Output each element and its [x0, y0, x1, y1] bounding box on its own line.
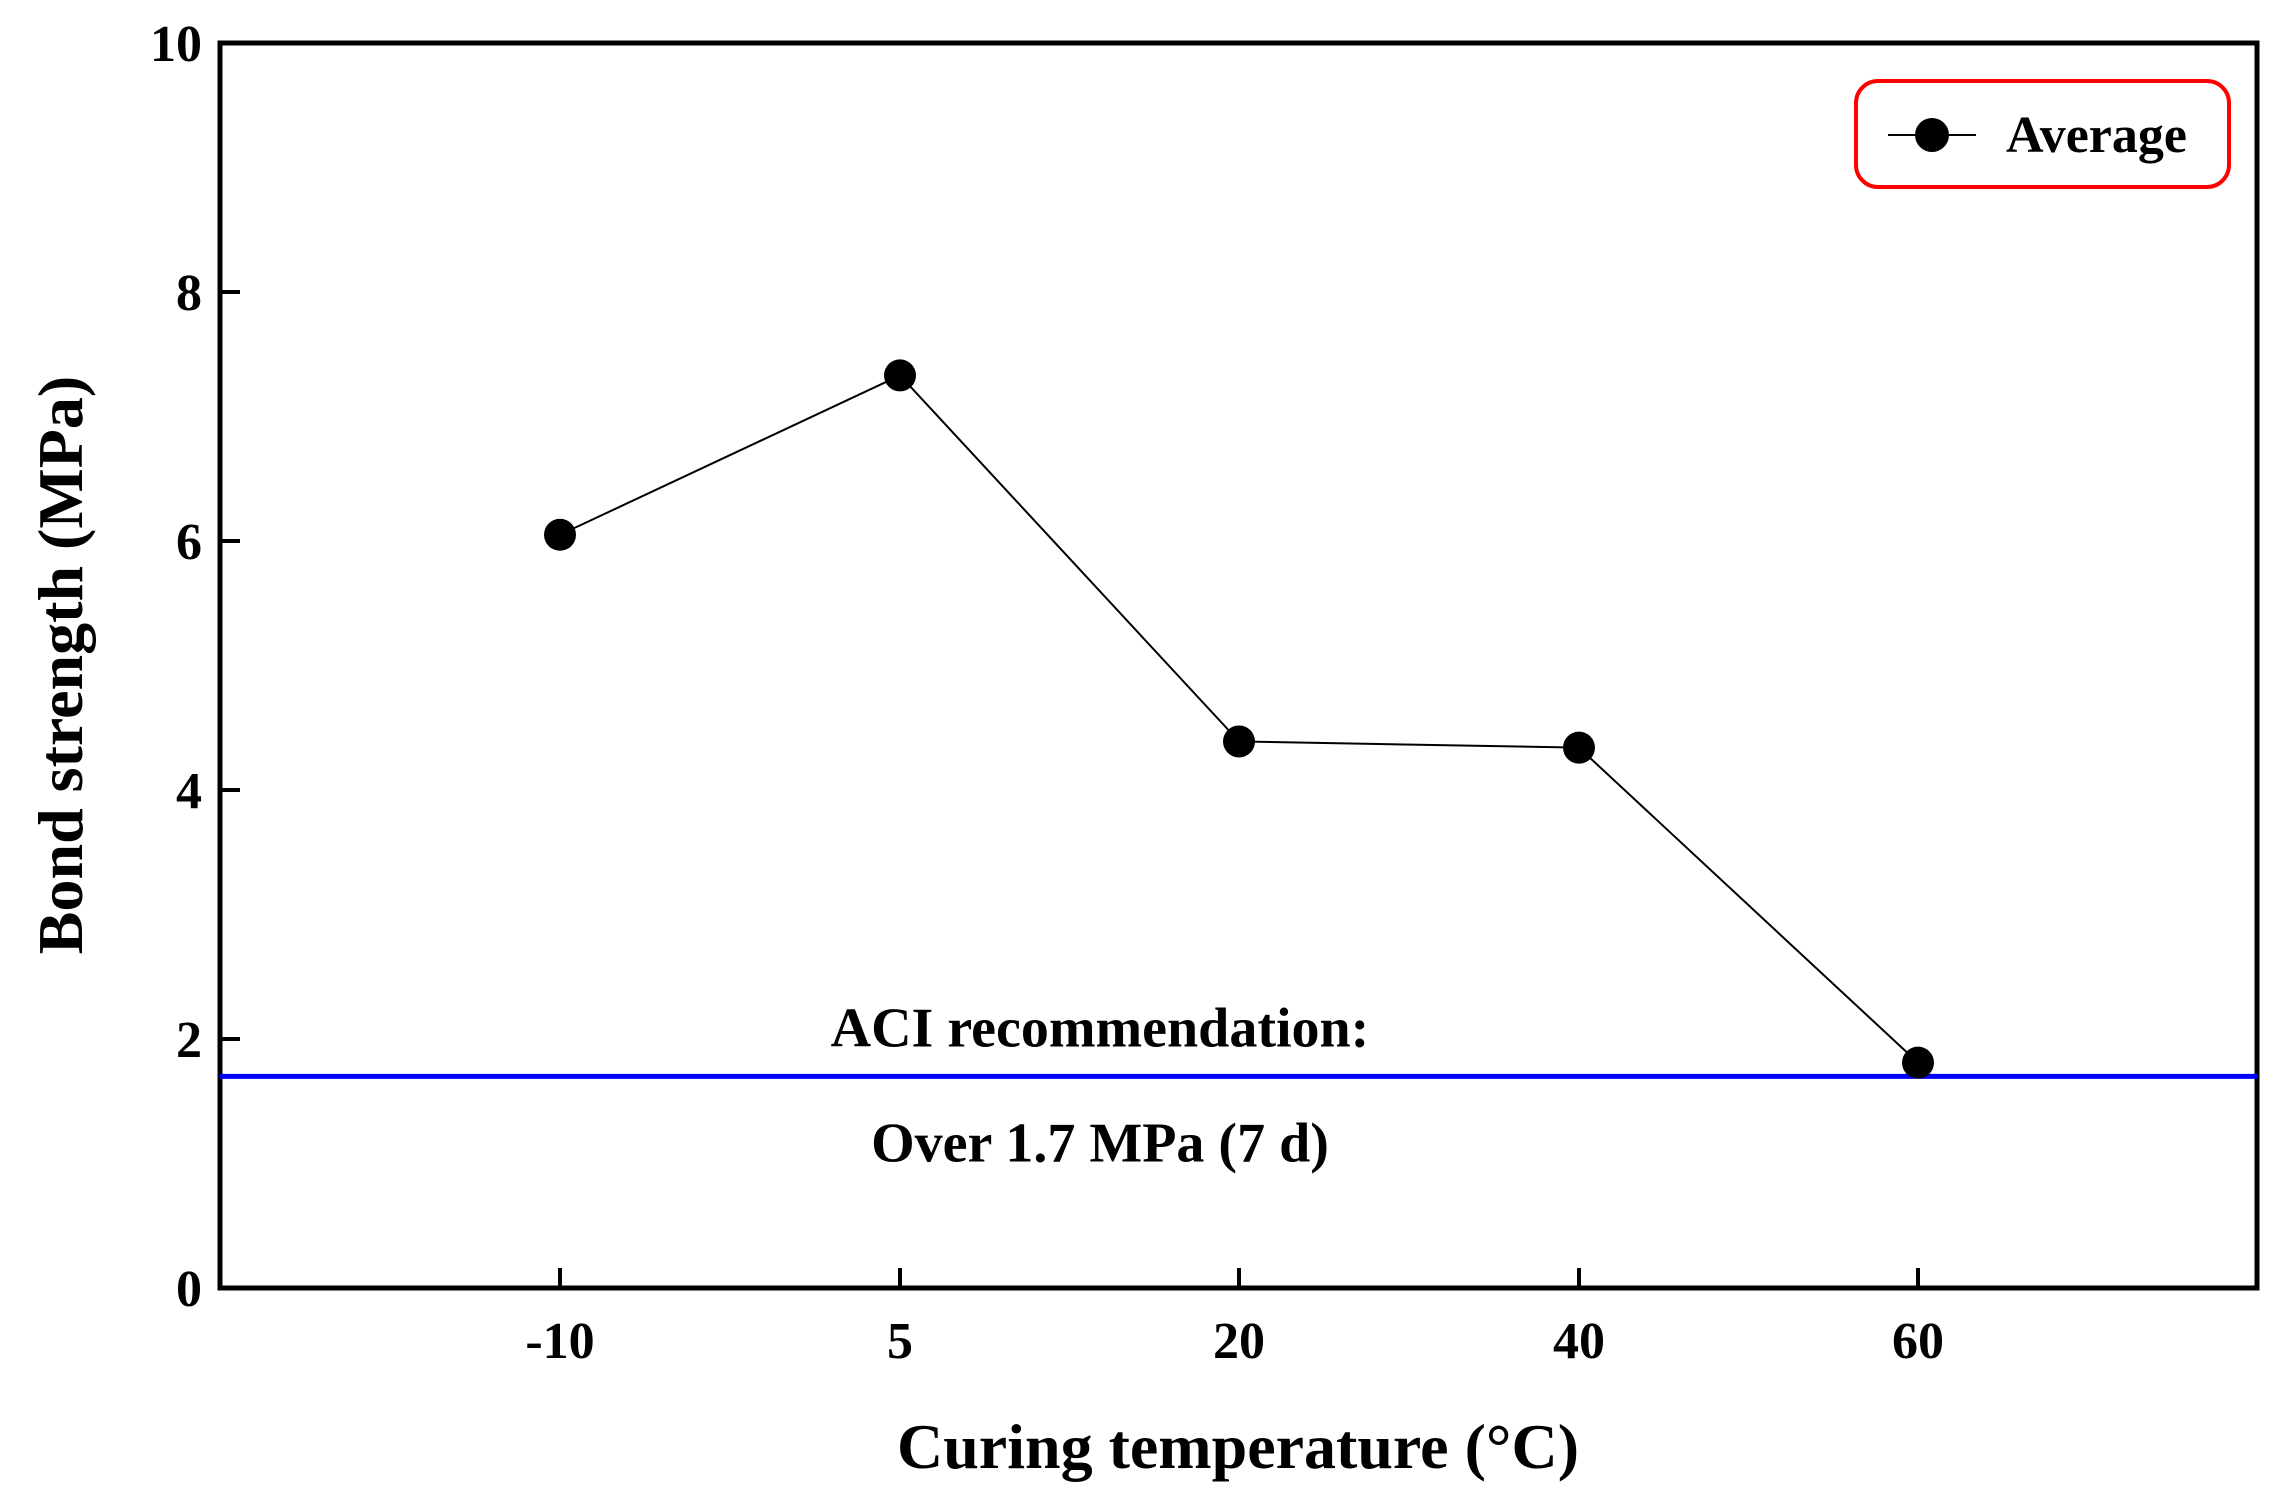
y-tick-label: 0: [176, 1261, 202, 1318]
y-tick-label: 2: [176, 1012, 202, 1069]
data-point: [1223, 725, 1255, 758]
legend-marker: [1915, 118, 1949, 152]
legend-label: Average: [2006, 107, 2187, 164]
y-axis-title: Bond strength (MPa): [25, 376, 96, 954]
reference-label-above: ACI recommendation:: [831, 997, 1370, 1059]
data-point: [1902, 1046, 1934, 1079]
x-tick-label: 60: [1892, 1313, 1944, 1370]
y-axis-ticks: 0 2 4 6 8 10: [150, 16, 240, 1318]
x-axis-ticks: -10 5 20 40 60: [525, 1268, 1944, 1370]
reference-line-group: ACI recommendation: Over 1.7 MPa (7 d): [220, 997, 2257, 1174]
x-tick-label: 20: [1213, 1313, 1265, 1370]
reference-label-below: Over 1.7 MPa (7 d): [871, 1112, 1329, 1174]
y-tick-label: 6: [176, 514, 202, 571]
x-tick-label: 40: [1553, 1313, 1605, 1370]
legend-box: [1854, 79, 2231, 189]
series-average: [544, 359, 1934, 1079]
data-point: [884, 359, 916, 392]
x-tick-label: 5: [887, 1313, 913, 1370]
series-line: [559, 374, 1919, 1064]
legend: Average: [1854, 79, 2231, 189]
x-axis-title: Curing temperature (°C): [897, 1411, 1579, 1482]
plot-area: [217, 40, 2260, 1291]
data-point: [544, 518, 576, 551]
x-tick-label: -10: [525, 1313, 594, 1370]
y-tick-label: 10: [150, 16, 202, 73]
y-tick-label: 4: [176, 763, 202, 820]
y-tick-label: 8: [176, 265, 202, 322]
data-point: [1563, 731, 1595, 764]
